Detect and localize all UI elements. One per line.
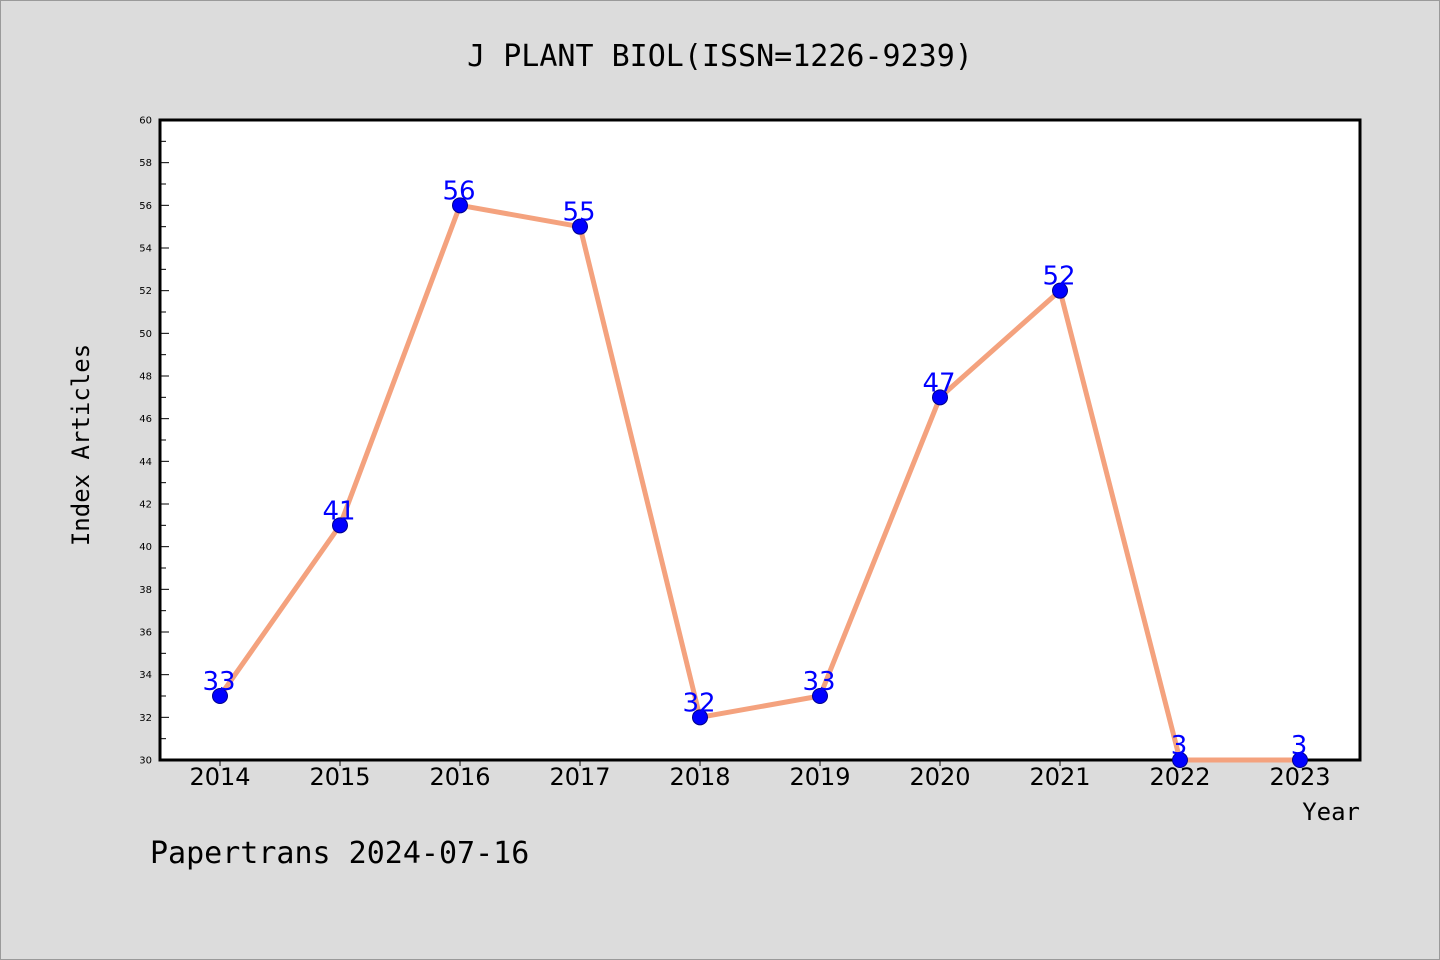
y-axis-label: Index Articles xyxy=(67,344,95,546)
x-tick-label: 2020 xyxy=(909,763,970,791)
data-point xyxy=(212,688,228,704)
data-label: 55 xyxy=(562,198,595,228)
data-point xyxy=(572,218,588,235)
x-tick-label: 2018 xyxy=(669,763,730,791)
data-label: 52 xyxy=(1042,262,1075,292)
data-point xyxy=(332,517,348,534)
x-tick-label: 2021 xyxy=(1029,763,1090,791)
y-tick-label: 34 xyxy=(139,670,152,681)
x-tick-label: 2014 xyxy=(189,763,250,791)
data-point xyxy=(452,197,468,214)
y-tick-label: 56 xyxy=(139,201,152,212)
y-tick-label: 40 xyxy=(139,542,152,553)
y-tick-label: 46 xyxy=(139,414,152,425)
x-tick-label: 2015 xyxy=(309,763,370,791)
data-point xyxy=(1292,752,1308,768)
marker-group xyxy=(212,197,1308,768)
x-tick-label: 2019 xyxy=(789,763,850,791)
data-label: 47 xyxy=(922,368,955,398)
data-point xyxy=(1172,752,1188,768)
x-tick-label: 2017 xyxy=(549,763,610,791)
chart-title: J PLANT BIOL(ISSN=1226-9239) xyxy=(467,39,973,74)
data-label: 56 xyxy=(442,176,475,206)
y-tick-label: 48 xyxy=(139,372,152,383)
data-label: 41 xyxy=(322,496,355,526)
y-tick-label: 54 xyxy=(139,244,152,255)
data-point xyxy=(1052,282,1068,299)
footer-stamp: Papertrans 2024-07-16 xyxy=(150,836,529,871)
plot-area xyxy=(158,118,1362,762)
data-point xyxy=(692,709,708,726)
data-label: 32 xyxy=(682,688,715,718)
data-label: 33 xyxy=(802,667,835,697)
y-tick-label: 32 xyxy=(139,713,152,724)
y-tick-label: 38 xyxy=(139,585,152,596)
x-axis: 2014 2015 2016 2017 2018 2019 2020 2021 2022 2023 xyxy=(189,760,1331,791)
x-axis-label: Year xyxy=(1302,798,1360,826)
y-tick-label: 52 xyxy=(139,286,152,297)
y-axis: 30 32 34 36 38 40 42 44 46 48 50 52 54 56 58 60 xyxy=(139,116,169,767)
y-tick-label: 44 xyxy=(139,457,152,468)
y-tick-label: 30 xyxy=(139,756,152,767)
y-tick-label: 50 xyxy=(139,329,152,340)
data-label: 3 xyxy=(1171,731,1188,761)
data-label: 3 xyxy=(1291,731,1308,761)
y-tick-label: 60 xyxy=(139,116,152,127)
y-tick-label: 42 xyxy=(139,500,152,511)
x-tick-label: 2016 xyxy=(429,763,490,791)
data-label: 33 xyxy=(202,667,235,697)
data-point xyxy=(932,389,948,406)
data-point xyxy=(812,688,828,704)
y-tick-label: 58 xyxy=(139,158,152,169)
series-line xyxy=(217,202,1300,763)
series-line-group xyxy=(217,202,1300,763)
y-tick-label: 36 xyxy=(139,628,152,639)
